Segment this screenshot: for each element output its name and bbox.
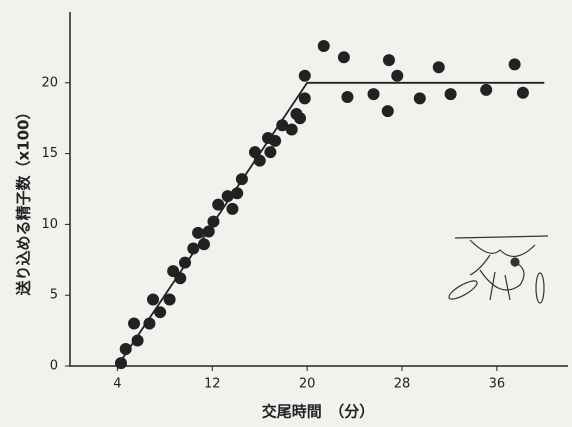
point <box>226 203 238 215</box>
y-tick-label: 20 <box>41 75 58 90</box>
point <box>414 92 426 104</box>
page: 送り込める精子数（x100） 交尾時間 （分） 0 5 10 15 20 4 12 20 28 3… <box>0 0 572 427</box>
point <box>198 238 210 250</box>
point <box>187 242 199 254</box>
x-tick-label: 36 <box>489 377 506 392</box>
y-tick-label: 15 <box>41 146 58 161</box>
point <box>254 155 266 167</box>
point <box>383 54 395 66</box>
chart: 送り込める精子数（x100） 交尾時間 （分） 0 5 10 15 20 4 12 20 28 3… <box>0 0 572 427</box>
point <box>269 135 281 147</box>
x-tick-label: 4 <box>113 377 121 392</box>
y-tick-label: 5 <box>50 288 58 303</box>
point <box>207 216 219 228</box>
point <box>115 357 127 369</box>
point <box>147 293 159 305</box>
point <box>391 70 403 82</box>
point <box>433 61 445 73</box>
point <box>154 306 166 318</box>
point <box>445 88 457 100</box>
point <box>341 91 353 103</box>
point <box>338 51 350 63</box>
point <box>318 40 330 52</box>
point <box>120 343 132 355</box>
point <box>179 257 191 269</box>
point <box>132 335 144 347</box>
point <box>128 318 140 330</box>
x-tick-label: 28 <box>394 377 411 392</box>
point <box>164 293 176 305</box>
point <box>299 92 311 104</box>
point <box>231 187 243 199</box>
point <box>480 84 492 96</box>
point <box>294 112 306 124</box>
point <box>299 70 311 82</box>
point <box>286 124 298 136</box>
x-tick-label: 20 <box>299 377 316 392</box>
point <box>212 199 224 211</box>
point <box>509 58 521 70</box>
x-axis-label: 交尾時間 （分） <box>262 403 375 421</box>
point <box>143 318 155 330</box>
background <box>0 0 572 427</box>
point <box>236 173 248 185</box>
point <box>264 146 276 158</box>
point <box>192 227 204 239</box>
y-axis-label: 送り込める精子数（x100） <box>15 105 33 297</box>
y-tick-label: 0 <box>50 359 58 374</box>
point <box>382 105 394 117</box>
point <box>174 272 186 284</box>
point <box>517 87 529 99</box>
point <box>368 88 380 100</box>
x-tick-label: 12 <box>204 377 221 392</box>
y-tick-label: 10 <box>41 217 58 232</box>
